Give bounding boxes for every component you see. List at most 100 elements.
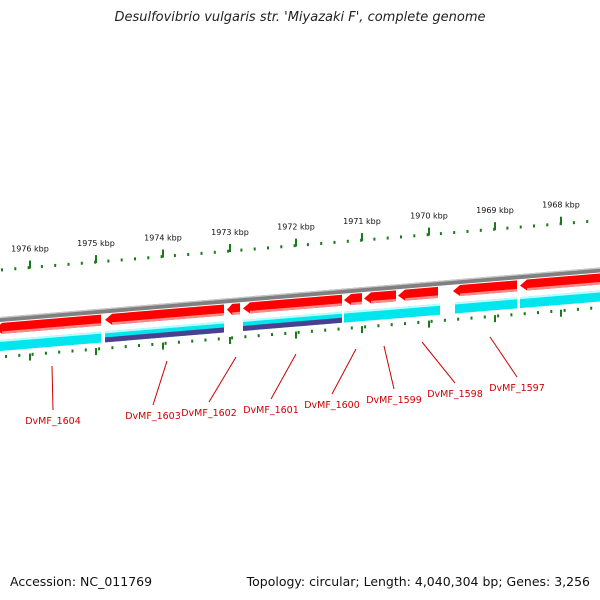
- minor-tick: [280, 245, 283, 249]
- label-leader-line: [331, 348, 357, 395]
- label-leader-line: [421, 341, 456, 384]
- minor-tick-lower: [71, 349, 74, 353]
- label-leader-line: [489, 336, 518, 378]
- label-leader-line: [152, 360, 168, 406]
- minor-tick-lower: [257, 334, 260, 338]
- minor-tick: [67, 262, 70, 266]
- minor-tick-lower: [177, 340, 180, 344]
- rna-band: [105, 327, 224, 343]
- minor-tick: [572, 221, 575, 225]
- minor-tick-lower: [271, 333, 273, 337]
- minor-tick-lower: [537, 311, 539, 315]
- major-tick-lower: [95, 348, 97, 356]
- lower-tick-row: [5, 306, 593, 361]
- minor-tick-lower: [550, 310, 553, 314]
- gene-arrow-shade: [250, 303, 342, 314]
- kbp-ruler: 1976 kbp 1975 kbp 1974 kbp 1973 kbp 1972 kbp…: [1, 201, 589, 272]
- minor-tick-lower: [18, 353, 21, 357]
- minor-tick: [333, 240, 336, 244]
- minor-tick-lower: [364, 325, 367, 329]
- rna-band: [243, 317, 342, 331]
- gene-arrow-shade: [371, 298, 396, 304]
- minor-tick-lower: [84, 348, 87, 352]
- minor-tick-lower: [377, 324, 380, 328]
- minor-tick-lower: [124, 345, 127, 349]
- minor-tick: [506, 226, 509, 230]
- minor-tick-lower: [510, 313, 513, 317]
- minor-tick-lower: [244, 335, 247, 339]
- minor-tick: [479, 228, 482, 232]
- major-tick-lower: [494, 315, 496, 323]
- major-tick-lower: [29, 353, 31, 361]
- gene-arrow-shade: [112, 313, 224, 325]
- cds-band: [344, 303, 440, 323]
- label-leader-line: [383, 345, 395, 390]
- minor-tick: [439, 232, 442, 236]
- minor-tick-lower: [111, 346, 114, 350]
- kbp-label: 1970 kbp: [410, 212, 448, 221]
- minor-tick: [120, 258, 123, 262]
- minor-tick: [346, 239, 349, 243]
- kbp-label: 1972 kbp: [277, 223, 315, 232]
- minor-tick: [546, 223, 549, 227]
- gene-arrow: [520, 273, 600, 291]
- minor-tick-lower: [5, 355, 7, 359]
- minor-tick: [1, 268, 3, 272]
- minor-tick-lower: [483, 315, 486, 319]
- minor-tick-lower: [390, 323, 393, 327]
- minor-tick-lower: [457, 317, 460, 321]
- gene-labels: DvMF_1604 DvMF_1603 DvMF_1602 DvMF_1601 DvMF…: [25, 336, 545, 427]
- gene-label: DvMF_1597: [489, 383, 545, 394]
- label-leader-line: [51, 365, 54, 411]
- minor-tick: [107, 259, 110, 263]
- minor-tick-lower: [44, 351, 47, 355]
- major-tick: [295, 238, 297, 247]
- kbp-label: 1973 kbp: [211, 228, 249, 237]
- minor-tick-lower: [497, 314, 500, 318]
- kbp-label: 1974 kbp: [144, 234, 182, 243]
- major-tick-lower: [428, 320, 430, 328]
- major-tick-lower: [229, 337, 231, 345]
- minor-tick: [267, 246, 269, 250]
- minor-tick: [373, 237, 376, 241]
- minor-tick: [200, 251, 203, 255]
- gene-arrow-shade: [405, 295, 438, 301]
- major-tick: [560, 216, 562, 225]
- minor-tick: [227, 249, 230, 253]
- kbp-label: 1976 kbp: [11, 245, 49, 254]
- minor-tick: [426, 233, 429, 237]
- minor-tick: [320, 242, 323, 246]
- major-tick: [428, 227, 430, 236]
- gene-label: DvMF_1600: [304, 400, 360, 411]
- minor-tick-lower: [297, 330, 300, 334]
- kbp-label: 1975 kbp: [77, 239, 115, 248]
- label-leader-line: [208, 356, 237, 403]
- minor-tick-lower: [98, 347, 101, 351]
- feature-tracks: [0, 273, 600, 352]
- cds-band-highlight: [105, 321, 224, 334]
- minor-tick-lower: [576, 307, 579, 311]
- backbone-line: [0, 267, 600, 322]
- major-tick-lower: [361, 326, 363, 334]
- accession-text: Accession: NC_011769: [10, 574, 153, 589]
- minor-tick-lower: [350, 326, 353, 330]
- minor-tick-lower: [443, 318, 446, 322]
- minor-tick: [187, 252, 190, 256]
- minor-tick-lower: [58, 350, 61, 354]
- major-tick: [494, 222, 496, 231]
- cds-band: [0, 331, 101, 352]
- genome-summary-text: Topology: circular; Length: 4,040,304 bp…: [246, 574, 590, 589]
- kbp-label: 1968 kbp: [542, 201, 580, 210]
- minor-tick-lower: [284, 331, 287, 335]
- gene-arrow-shade: [232, 311, 240, 315]
- major-tick-lower: [162, 342, 164, 350]
- gene-label: DvMF_1602: [181, 408, 237, 419]
- gene-arrow-shade: [2, 323, 101, 334]
- minor-tick-lower: [310, 329, 313, 333]
- minor-tick-lower: [337, 327, 340, 331]
- minor-tick: [213, 250, 216, 254]
- major-tick: [361, 233, 363, 242]
- minor-tick: [586, 220, 589, 224]
- backbone-highlight: [0, 267, 600, 319]
